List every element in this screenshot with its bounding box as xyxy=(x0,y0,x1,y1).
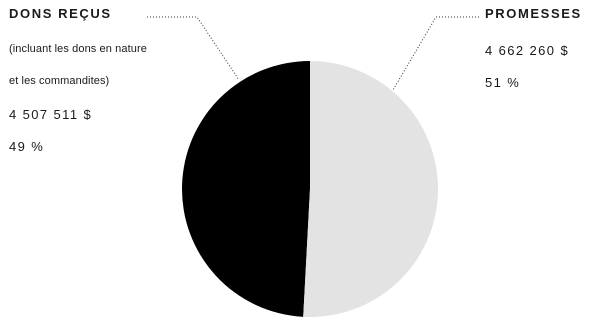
label-promesses-title: PROMESSES xyxy=(485,6,582,21)
leader-line-dons-recus xyxy=(147,16,240,81)
label-dons-subtitle-2: et les commandites) xyxy=(9,75,110,87)
label-dons-subtitle-1: (incluant les dons en nature xyxy=(9,43,147,55)
label-dons-amount: 4 507 511 $ xyxy=(9,107,93,122)
label-promesses-percent: 51 % xyxy=(485,75,521,90)
pie-slice-dons-recus xyxy=(181,61,310,317)
leader-lines xyxy=(147,16,479,91)
label-dons-title: DONS REÇUS xyxy=(9,6,112,21)
label-dons-percent: 49 % xyxy=(9,139,45,154)
leader-line-promesses xyxy=(392,16,479,91)
label-promesses-amount: 4 662 260 $ xyxy=(485,43,570,58)
pie-slices xyxy=(181,61,438,318)
pie-slice-promesses xyxy=(303,61,438,318)
